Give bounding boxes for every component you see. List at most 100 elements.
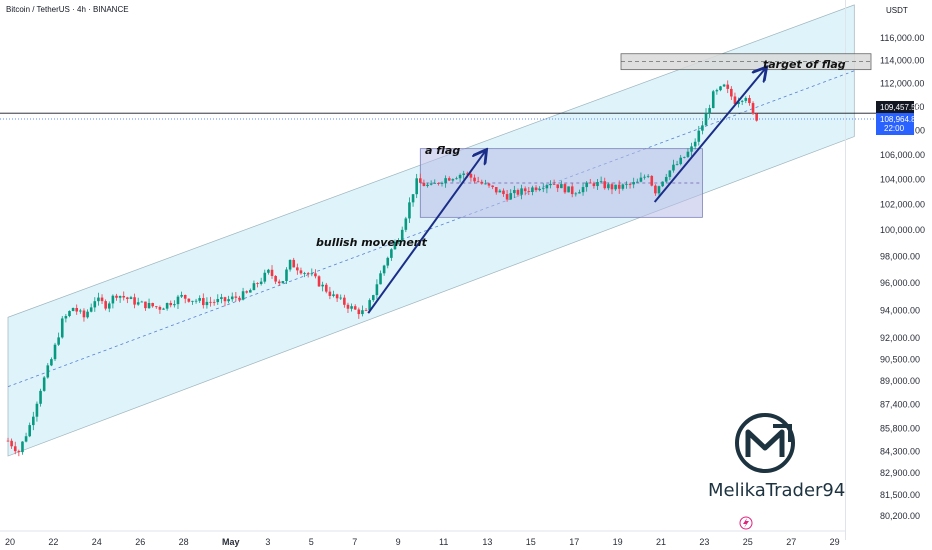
candle-body bbox=[400, 229, 404, 241]
candle-body bbox=[93, 301, 97, 308]
candle-body bbox=[129, 297, 133, 299]
candle-body bbox=[487, 183, 491, 186]
price-tick: 92,000.00 bbox=[880, 333, 920, 343]
time-tick: 28 bbox=[179, 537, 189, 547]
time-tick: 17 bbox=[569, 537, 579, 547]
candle-body bbox=[466, 173, 469, 175]
candle-body bbox=[136, 302, 140, 305]
price-tick: 104,000.00 bbox=[880, 174, 925, 184]
candle-body bbox=[393, 242, 397, 250]
candle-body bbox=[596, 181, 599, 187]
candle-body bbox=[447, 178, 451, 181]
candle-body bbox=[730, 88, 733, 97]
time-tick: 29 bbox=[830, 537, 840, 547]
candle-body bbox=[277, 281, 281, 284]
candle-body bbox=[53, 344, 57, 360]
melika-logo-icon bbox=[735, 413, 795, 473]
channel-band bbox=[7, 4, 855, 457]
candle-body bbox=[375, 284, 379, 296]
currency-label[interactable]: USDT bbox=[886, 6, 908, 15]
time-tick: 9 bbox=[396, 537, 401, 547]
candle-body bbox=[154, 306, 158, 308]
candle-body bbox=[476, 181, 480, 183]
candle-body bbox=[422, 182, 426, 187]
candle-body bbox=[252, 283, 256, 291]
candle-body bbox=[646, 175, 650, 177]
price-tick: 80,200.00 bbox=[880, 511, 920, 521]
candle-body bbox=[180, 294, 183, 297]
candle-body bbox=[256, 283, 259, 285]
candle-body bbox=[451, 179, 455, 181]
candle-body bbox=[455, 178, 458, 180]
candle-body bbox=[28, 425, 31, 437]
upper-price-text: 109,457.56 bbox=[880, 103, 921, 112]
time-tick: 11 bbox=[439, 537, 448, 547]
candle-body bbox=[314, 273, 317, 277]
candle-body bbox=[42, 377, 46, 391]
candle-body bbox=[10, 440, 13, 447]
candle-body bbox=[165, 302, 169, 309]
lightning-icon[interactable] bbox=[739, 516, 753, 530]
candle-body bbox=[744, 98, 748, 101]
time-tick: 25 bbox=[743, 537, 753, 547]
candle-body bbox=[386, 257, 390, 266]
candle-body bbox=[249, 290, 252, 293]
plot-divider bbox=[845, 0, 846, 540]
countdown-text: 22:00 bbox=[884, 124, 905, 133]
candle-body bbox=[220, 297, 223, 299]
candle-body bbox=[361, 310, 364, 315]
candle-body bbox=[679, 157, 682, 165]
candle-body bbox=[223, 297, 227, 302]
time-tick: 22 bbox=[48, 537, 58, 547]
candle-body bbox=[672, 164, 675, 171]
candle-body bbox=[560, 184, 563, 189]
candle-body bbox=[57, 337, 60, 345]
candle-body bbox=[444, 178, 447, 183]
time-axis[interactable]: 20 22 24 26 28 May 3 5 7 9 11 13 15 17 19 21 23 25 27 29 bbox=[0, 530, 846, 547]
time-tick: 27 bbox=[786, 537, 796, 547]
candle-body bbox=[173, 304, 176, 306]
candle-body bbox=[415, 178, 418, 195]
time-tick: 20 bbox=[5, 537, 15, 547]
time-tick: 15 bbox=[526, 537, 536, 547]
candle-body bbox=[335, 294, 339, 299]
candle-body bbox=[39, 390, 42, 404]
price-tick: 112,000.00 bbox=[880, 78, 924, 88]
candle-body bbox=[151, 302, 154, 307]
candle-body bbox=[191, 300, 194, 302]
candle-body bbox=[440, 182, 444, 184]
candle-body bbox=[686, 151, 690, 157]
candle-body bbox=[147, 302, 151, 309]
time-tick: 3 bbox=[265, 537, 270, 547]
price-axis[interactable]: 116,000.00114,000.00112,000.00110,000.00… bbox=[880, 33, 925, 521]
annotation-target: target of flag bbox=[763, 58, 846, 71]
candle-body bbox=[97, 297, 100, 302]
price-tick: 84,300.00 bbox=[880, 446, 920, 456]
candle-body bbox=[267, 269, 270, 273]
candle-body bbox=[599, 181, 603, 183]
candle-body bbox=[494, 187, 498, 193]
price-tick: 96,000.00 bbox=[880, 278, 920, 288]
candle-body bbox=[621, 184, 625, 189]
candle-body bbox=[556, 184, 560, 189]
price-tick: 116,000.00 bbox=[880, 33, 924, 43]
candle-body bbox=[274, 275, 277, 282]
time-tick: 5 bbox=[309, 537, 314, 547]
candle-body bbox=[404, 218, 408, 230]
candle-body bbox=[697, 130, 701, 142]
candle-body bbox=[357, 309, 361, 315]
candle-body bbox=[13, 446, 17, 452]
candle-body bbox=[715, 90, 719, 92]
candle-body bbox=[364, 310, 368, 312]
candle-body bbox=[100, 297, 104, 302]
candle-body bbox=[328, 291, 332, 296]
candle-body bbox=[408, 202, 411, 219]
candle-body bbox=[737, 101, 740, 105]
candle-body bbox=[212, 301, 216, 303]
candle-body bbox=[263, 272, 267, 282]
candle-body bbox=[462, 173, 465, 175]
candle-body bbox=[581, 187, 585, 193]
candle-body bbox=[491, 185, 494, 188]
current-price-tag bbox=[876, 113, 914, 135]
